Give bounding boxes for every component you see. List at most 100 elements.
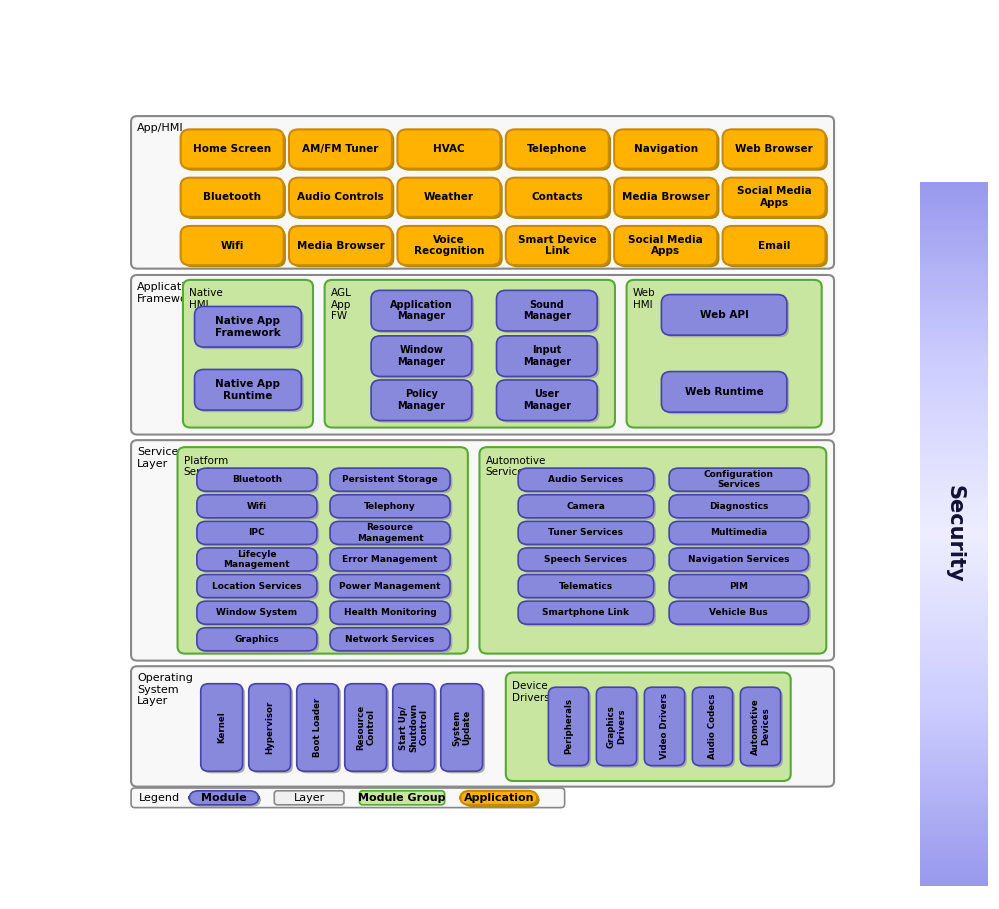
FancyBboxPatch shape xyxy=(333,630,453,653)
FancyBboxPatch shape xyxy=(333,470,453,494)
Text: Navigation Services: Navigation Services xyxy=(688,555,789,564)
Text: AGL
App
FW: AGL App FW xyxy=(331,288,352,322)
FancyBboxPatch shape xyxy=(661,295,787,335)
Text: Legend: Legend xyxy=(139,793,180,803)
FancyBboxPatch shape xyxy=(183,228,286,267)
FancyBboxPatch shape xyxy=(616,228,719,267)
FancyBboxPatch shape xyxy=(197,601,317,624)
FancyBboxPatch shape xyxy=(199,524,320,546)
FancyBboxPatch shape xyxy=(669,468,808,491)
Text: Speech Services: Speech Services xyxy=(544,555,627,564)
Text: Native
HMI: Native HMI xyxy=(189,288,223,310)
Text: Smart Device
Link: Smart Device Link xyxy=(517,235,596,256)
Text: Layer: Layer xyxy=(294,793,325,803)
FancyBboxPatch shape xyxy=(330,548,450,571)
FancyBboxPatch shape xyxy=(725,228,828,267)
FancyBboxPatch shape xyxy=(520,470,656,494)
FancyBboxPatch shape xyxy=(520,604,656,626)
FancyBboxPatch shape xyxy=(289,129,392,168)
FancyBboxPatch shape xyxy=(497,335,597,376)
FancyBboxPatch shape xyxy=(499,338,599,378)
FancyBboxPatch shape xyxy=(616,132,719,171)
FancyBboxPatch shape xyxy=(199,550,320,574)
Text: Telephony: Telephony xyxy=(365,502,416,511)
FancyBboxPatch shape xyxy=(195,306,302,347)
FancyBboxPatch shape xyxy=(199,604,320,626)
FancyBboxPatch shape xyxy=(520,550,656,574)
FancyBboxPatch shape xyxy=(197,548,317,571)
FancyBboxPatch shape xyxy=(249,684,291,771)
FancyBboxPatch shape xyxy=(199,497,320,520)
Text: Start Up/
Shutdown
Control: Start Up/ Shutdown Control xyxy=(399,703,429,752)
Text: Location Services: Location Services xyxy=(212,582,302,591)
FancyBboxPatch shape xyxy=(371,335,472,376)
FancyBboxPatch shape xyxy=(195,369,302,410)
FancyBboxPatch shape xyxy=(520,497,656,520)
FancyBboxPatch shape xyxy=(181,177,284,217)
FancyBboxPatch shape xyxy=(395,685,437,774)
FancyBboxPatch shape xyxy=(499,382,599,423)
FancyBboxPatch shape xyxy=(292,132,395,171)
FancyBboxPatch shape xyxy=(598,689,639,768)
Text: Security: Security xyxy=(944,485,964,583)
Text: User
Manager: User Manager xyxy=(522,389,570,411)
FancyBboxPatch shape xyxy=(330,628,450,651)
Text: Application
Manager: Application Manager xyxy=(390,300,453,322)
Text: Contacts: Contacts xyxy=(531,193,583,203)
FancyBboxPatch shape xyxy=(669,548,808,571)
Text: App/HMI: App/HMI xyxy=(137,123,184,133)
Text: Window System: Window System xyxy=(217,608,298,617)
FancyBboxPatch shape xyxy=(374,338,475,378)
FancyBboxPatch shape xyxy=(251,685,293,774)
Text: Module Group: Module Group xyxy=(359,793,446,803)
FancyBboxPatch shape xyxy=(398,177,500,217)
FancyBboxPatch shape xyxy=(199,470,320,494)
Text: System
Update: System Update xyxy=(452,709,472,745)
FancyBboxPatch shape xyxy=(441,684,483,771)
FancyBboxPatch shape xyxy=(374,382,475,423)
Text: Error Management: Error Management xyxy=(343,555,438,564)
FancyBboxPatch shape xyxy=(400,228,502,267)
Text: Operating
System
Layer: Operating System Layer xyxy=(137,674,193,706)
Text: Telematics: Telematics xyxy=(558,582,613,591)
Text: HVAC: HVAC xyxy=(434,144,465,154)
FancyBboxPatch shape xyxy=(183,132,286,171)
FancyBboxPatch shape xyxy=(325,280,615,427)
FancyBboxPatch shape xyxy=(289,226,392,265)
Text: Hypervisor: Hypervisor xyxy=(265,701,274,754)
Text: Peripherals: Peripherals xyxy=(564,698,573,754)
Text: Telephone: Telephone xyxy=(527,144,587,154)
Text: Kernel: Kernel xyxy=(217,712,226,744)
FancyBboxPatch shape xyxy=(669,601,808,624)
Text: Wifi: Wifi xyxy=(221,241,244,251)
FancyBboxPatch shape xyxy=(199,576,320,600)
Text: Bluetooth: Bluetooth xyxy=(232,475,282,484)
FancyBboxPatch shape xyxy=(663,296,789,337)
Text: Automotive
Devices: Automotive Devices xyxy=(751,698,770,754)
FancyBboxPatch shape xyxy=(499,293,599,333)
FancyBboxPatch shape xyxy=(197,522,317,544)
Text: Smartphone Link: Smartphone Link xyxy=(542,608,629,617)
FancyBboxPatch shape xyxy=(197,494,317,518)
Text: Audio Codecs: Audio Codecs xyxy=(708,694,717,759)
Text: Navigation: Navigation xyxy=(633,144,697,154)
FancyBboxPatch shape xyxy=(505,226,608,265)
Text: Audio Services: Audio Services xyxy=(548,475,623,484)
FancyBboxPatch shape xyxy=(197,628,317,651)
Text: Social Media
Apps: Social Media Apps xyxy=(628,235,703,256)
FancyBboxPatch shape xyxy=(131,275,834,435)
FancyBboxPatch shape xyxy=(497,290,597,331)
FancyBboxPatch shape xyxy=(663,374,789,415)
FancyBboxPatch shape xyxy=(189,791,259,804)
FancyBboxPatch shape xyxy=(330,468,450,491)
FancyBboxPatch shape xyxy=(333,550,453,574)
FancyBboxPatch shape xyxy=(192,793,261,807)
FancyBboxPatch shape xyxy=(518,468,653,491)
FancyBboxPatch shape xyxy=(297,684,339,771)
Text: Wifi: Wifi xyxy=(247,502,267,511)
Text: Graphics
Drivers: Graphics Drivers xyxy=(606,705,626,748)
FancyBboxPatch shape xyxy=(333,576,453,600)
FancyBboxPatch shape xyxy=(722,226,825,265)
FancyBboxPatch shape xyxy=(345,684,387,771)
Text: Module: Module xyxy=(201,793,247,803)
